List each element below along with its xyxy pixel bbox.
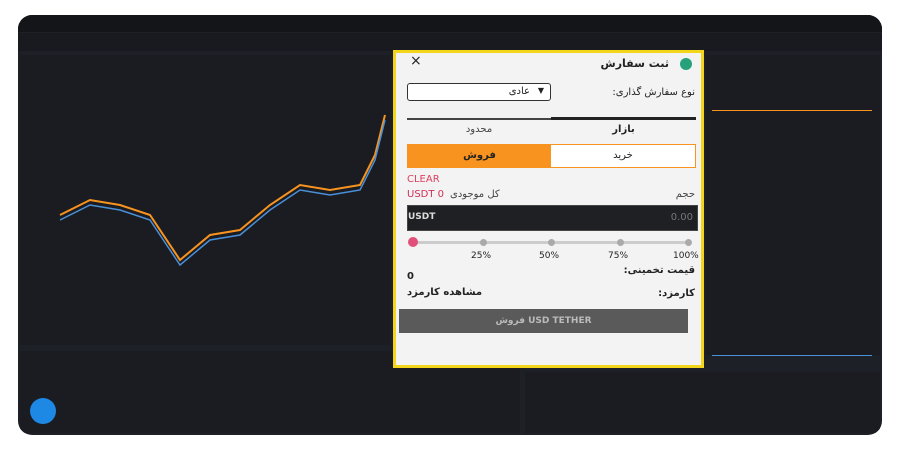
volume-label: حجم: [675, 189, 695, 200]
submit-button[interactable]: فروش USD TETHER: [399, 309, 688, 333]
slider-label: 25%: [471, 251, 492, 261]
fee-link[interactable]: مشاهده کارمزد: [407, 287, 483, 298]
slider-stop[interactable]: [617, 239, 624, 246]
sub-bar: [18, 33, 882, 51]
side-toggle: فروش خرید: [407, 144, 696, 168]
volume-input[interactable]: USDT 0.00: [407, 205, 698, 231]
select-value: عادی: [508, 86, 530, 97]
slider-stop[interactable]: [480, 239, 487, 246]
estimate-label: قیمت تخمینی:: [623, 265, 695, 276]
slider-label: 75%: [608, 251, 629, 261]
balance-label: کل موجودی: [450, 189, 500, 200]
price-line: [59, 114, 386, 262]
estimate-value: 0: [407, 271, 414, 282]
slider-thumb[interactable]: [408, 237, 418, 247]
slider-label: 50%: [539, 251, 560, 261]
tab-line: [407, 118, 551, 120]
right-panel: [706, 55, 880, 356]
chart-decoration: [59, 114, 386, 267]
tab-active-line: [551, 117, 696, 120]
price-line-2: [59, 119, 386, 267]
divider: [712, 355, 872, 356]
order-type-select[interactable]: عادی ▼: [407, 83, 551, 101]
tab-market[interactable]: بازار: [612, 124, 635, 135]
order-type-label: نوع سفارش گذاری:: [612, 87, 695, 98]
fee-label: کارمزد:: [658, 288, 695, 299]
close-button[interactable]: ×: [410, 53, 422, 69]
order-modal: ثبت سفارش × نوع سفارش گذاری: عادی ▼ بازا…: [393, 50, 704, 368]
slider-stop[interactable]: [685, 239, 692, 246]
buy-button[interactable]: خرید: [613, 150, 633, 161]
chat-button[interactable]: [30, 398, 56, 424]
tab-limit[interactable]: محدود: [465, 124, 493, 135]
tether-icon: [680, 58, 692, 70]
clear-button[interactable]: CLEAR: [407, 174, 440, 185]
sell-button[interactable]: فروش: [408, 145, 551, 167]
input-unit: USDT: [408, 212, 436, 222]
slider-label: 100%: [673, 251, 699, 261]
slider-stop[interactable]: [548, 239, 555, 246]
chart-panel: [20, 55, 390, 345]
top-bar: [18, 15, 882, 32]
modal-title: ثبت سفارش: [600, 57, 669, 70]
balance-value: USDT 0: [407, 189, 445, 200]
depth-panel: [525, 372, 880, 433]
divider: [712, 110, 872, 111]
select-arrow: ▼: [537, 86, 544, 95]
input-placeholder: 0.00: [670, 212, 693, 223]
